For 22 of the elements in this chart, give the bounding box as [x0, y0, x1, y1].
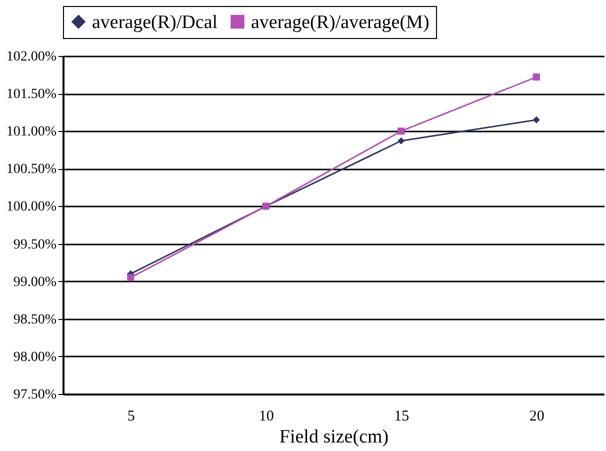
point	[398, 128, 405, 135]
x-tick-label: 20	[529, 408, 544, 424]
y-tick-label: 101.00%	[6, 124, 57, 140]
x-axis-title: Field size(cm)	[279, 426, 389, 448]
y-tick-label: 101.50%	[6, 87, 57, 102]
point	[398, 137, 405, 144]
legend-label: average(R)/average(M)	[251, 12, 430, 33]
legend-label: average(R)/Dcal	[92, 12, 218, 33]
y-tick-label: 98.50%	[13, 312, 57, 328]
point	[532, 116, 540, 124]
y-tick-label: 99.00%	[13, 274, 57, 290]
y-tick-label: 97.50%	[13, 388, 57, 402]
y-tick-label: 98.00%	[13, 350, 57, 365]
y-tick-label: 100.50%	[6, 162, 57, 178]
x-tick-label: 15	[394, 408, 410, 424]
y-tick-label: 99.50%	[13, 237, 57, 252]
x-tick-label: 5	[127, 408, 135, 424]
x-tick-label: 10	[258, 408, 274, 424]
point	[532, 73, 540, 81]
y-tick-label: 100.00%	[6, 200, 57, 215]
y-tick-label: 102.00%	[6, 50, 57, 64]
point	[127, 274, 134, 282]
